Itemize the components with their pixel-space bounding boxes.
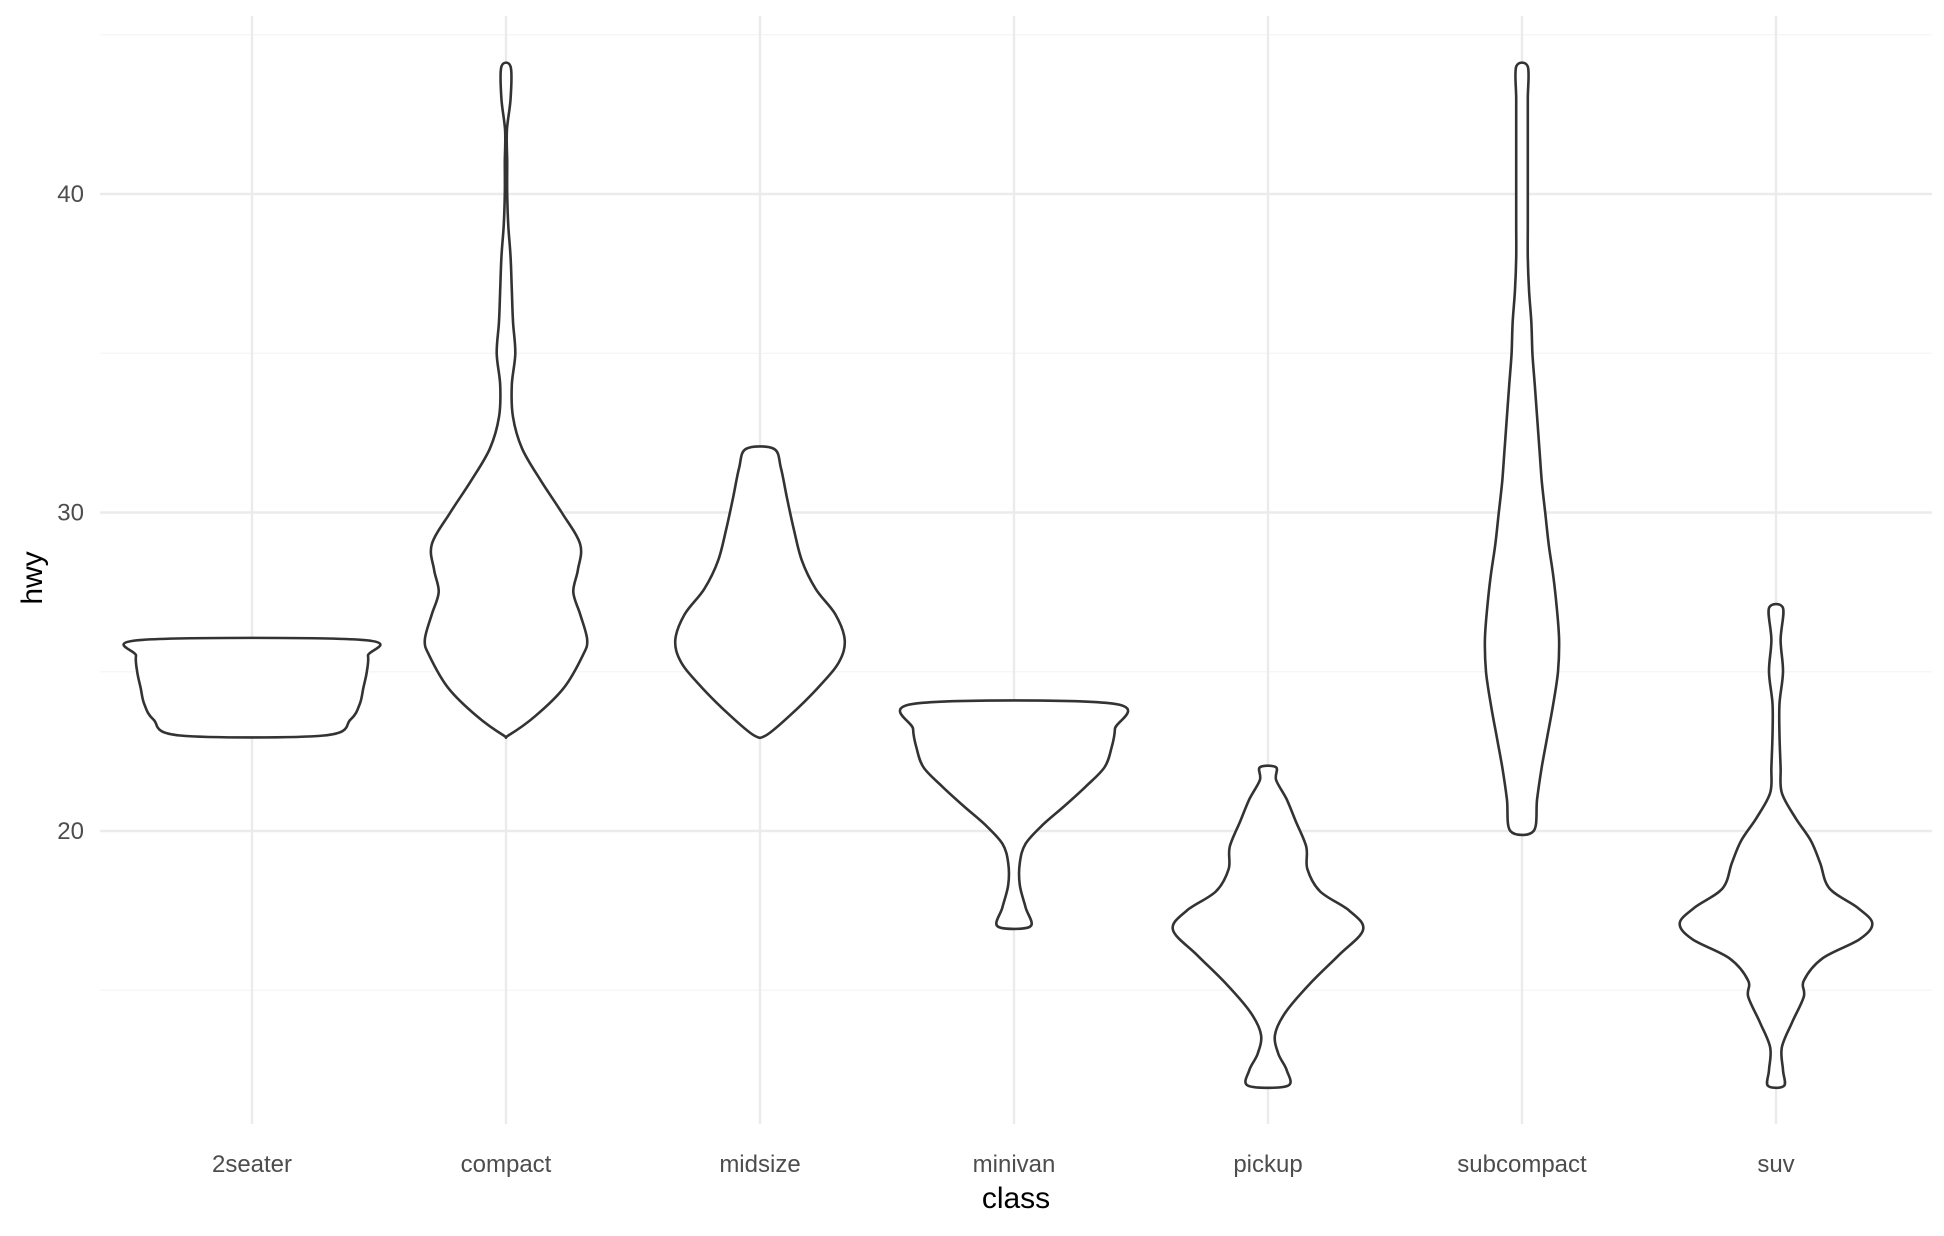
violin-minivan: [898, 699, 1130, 931]
violin-pickup: [1171, 764, 1365, 1090]
x-tick-labels: 2seater compact midsize minivan pickup subcom…: [212, 1151, 1795, 1178]
violin-suv: [1678, 602, 1874, 1090]
y-tick-label: 20: [57, 818, 84, 845]
x-axis-title: class: [982, 1182, 1050, 1215]
x-tick-label: suv: [1757, 1151, 1794, 1178]
y-tick-label: 40: [57, 181, 84, 208]
x-tick-label: compact: [461, 1151, 552, 1178]
x-tick-label: subcompact: [1457, 1151, 1587, 1178]
violin-layer: [122, 61, 1874, 1090]
x-tick-label: minivan: [973, 1151, 1056, 1178]
violin-2seater: [122, 636, 382, 739]
y-tick-labels: 20 30 40: [57, 181, 84, 845]
violin-midsize: [673, 445, 847, 740]
x-tick-label: midsize: [719, 1151, 800, 1178]
violin-compact: [423, 61, 589, 740]
violin-subcompact: [1483, 61, 1561, 837]
y-tick-label: 30: [57, 500, 84, 527]
grid-layer: [100, 16, 1932, 1124]
x-tick-label: 2seater: [212, 1151, 292, 1178]
x-tick-label: pickup: [1233, 1151, 1302, 1178]
y-axis-title: hwy: [16, 551, 49, 604]
